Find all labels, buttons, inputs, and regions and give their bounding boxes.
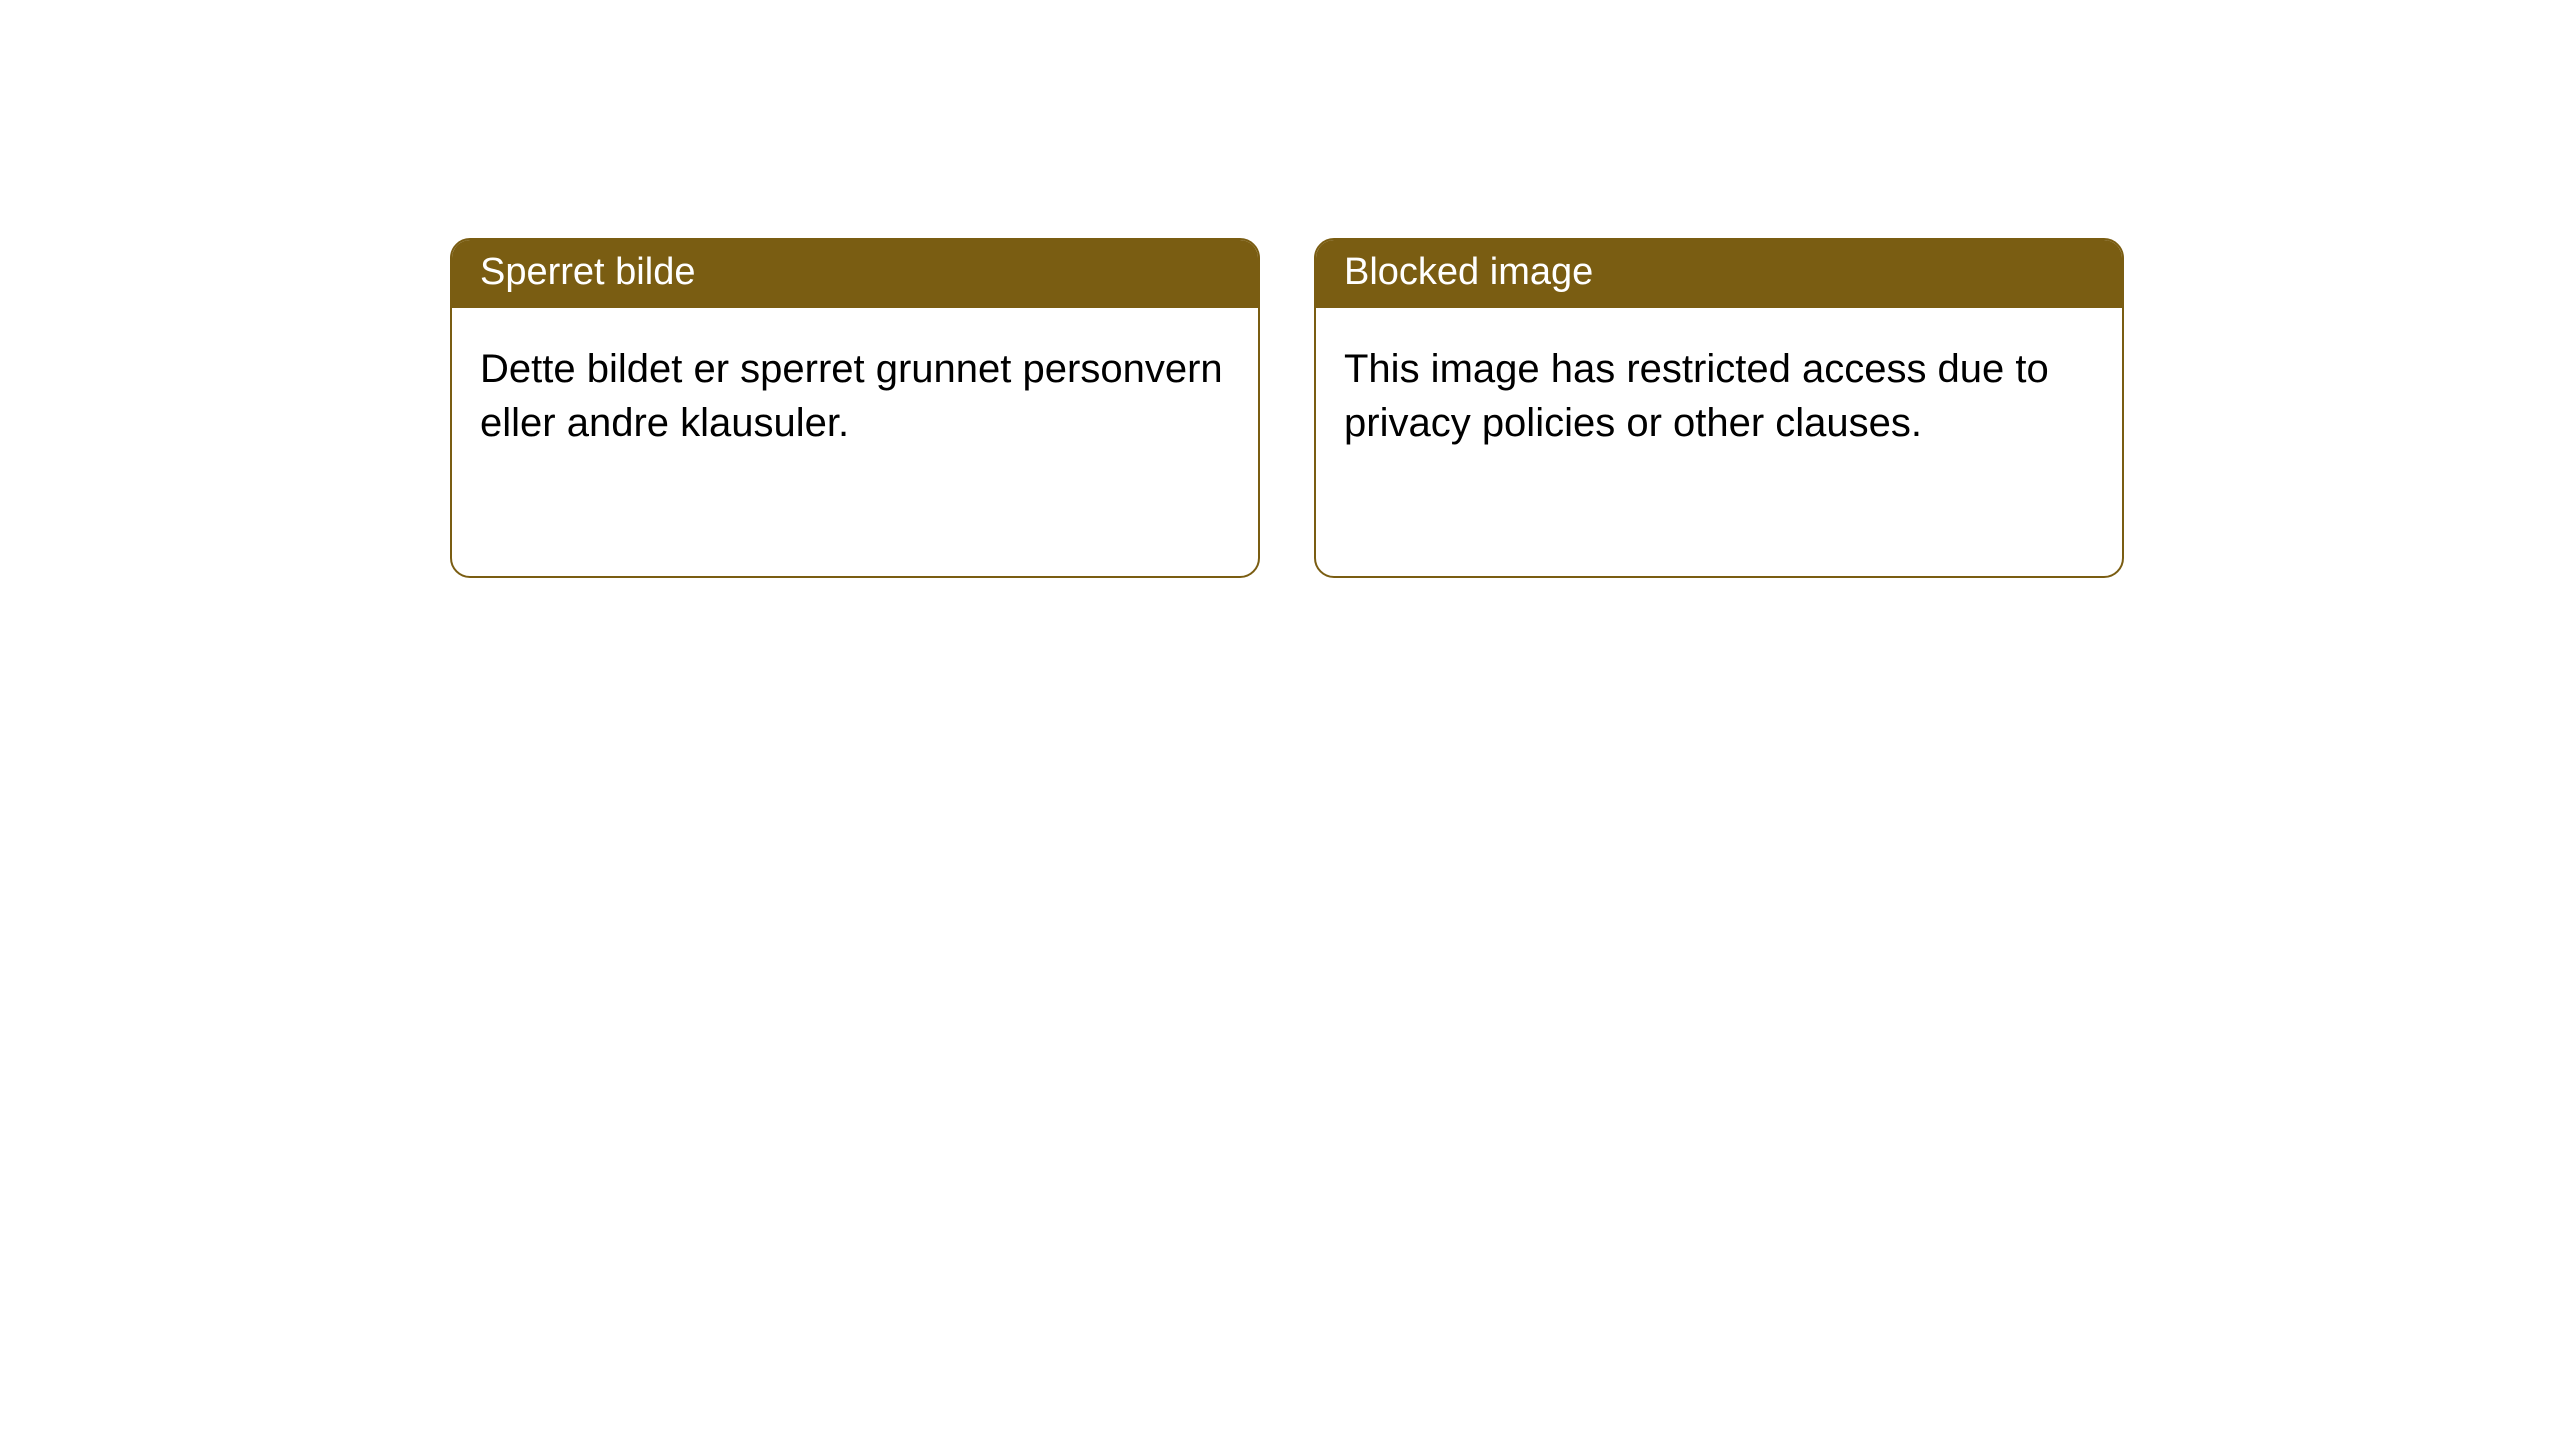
notice-message: Dette bildet er sperret grunnet personve… bbox=[480, 347, 1223, 445]
notice-title: Blocked image bbox=[1344, 251, 1593, 293]
notice-body: This image has restricted access due to … bbox=[1316, 308, 2122, 484]
notice-body: Dette bildet er sperret grunnet personve… bbox=[452, 308, 1258, 484]
notice-header: Sperret bilde bbox=[452, 240, 1258, 308]
notice-header: Blocked image bbox=[1316, 240, 2122, 308]
notice-card-norwegian: Sperret bilde Dette bildet er sperret gr… bbox=[450, 238, 1260, 578]
notice-title: Sperret bilde bbox=[480, 251, 695, 293]
notice-container: Sperret bilde Dette bildet er sperret gr… bbox=[0, 0, 2560, 578]
notice-message: This image has restricted access due to … bbox=[1344, 347, 2049, 445]
notice-card-english: Blocked image This image has restricted … bbox=[1314, 238, 2124, 578]
